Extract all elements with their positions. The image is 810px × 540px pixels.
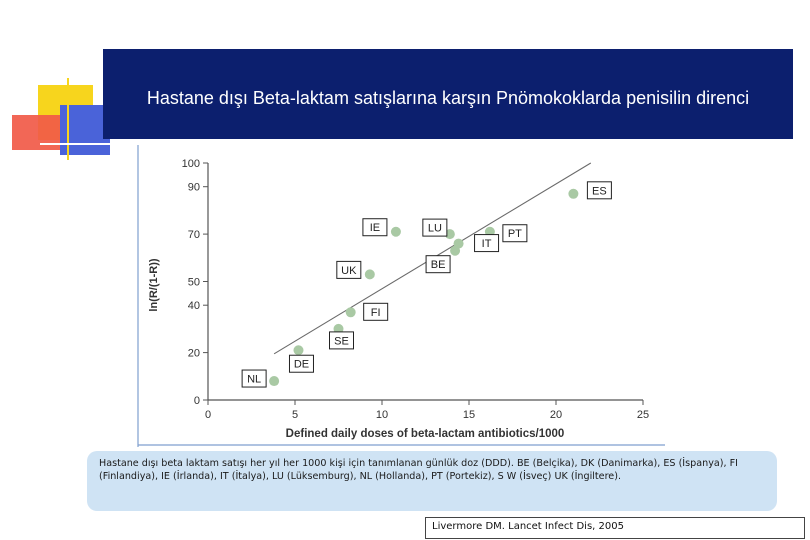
point-label-se: SE: [334, 335, 349, 347]
slide-title: Hastane dışı Beta-laktam satışlarına kar…: [146, 87, 750, 108]
x-tick-label: 20: [550, 409, 562, 421]
data-point-ie: [390, 226, 401, 237]
y-tick-label: 20: [188, 348, 200, 360]
data-point-de: [293, 345, 304, 356]
point-label-box: [363, 302, 389, 321]
y-ticks: 0 20 40 50 70 90 100: [182, 158, 208, 407]
point-label-box: [288, 354, 314, 373]
point-label-uk: UK: [341, 265, 357, 277]
point-label-box: [502, 224, 528, 243]
y-tick-label: 50: [188, 277, 200, 289]
point-label-ie: IE: [370, 222, 380, 234]
point-label-it: IT: [482, 238, 492, 250]
data-point-it: [453, 238, 464, 249]
point-label-box: [241, 369, 267, 388]
y-tick-label: 0: [194, 395, 200, 407]
x-tick-label: 5: [292, 409, 298, 421]
point-label-pt: PT: [508, 228, 522, 240]
chart-svg: 0 20 40 50 70 90 100 0 5 10 15 20 25 NL DE SE FI UK IE LU…: [137, 145, 665, 447]
point-label-box: [422, 218, 448, 237]
source-citation: Livermore DM. Lancet Infect Dis, 2005: [425, 517, 805, 539]
caption-text: Hastane dışı beta laktam satışı her yıl …: [99, 458, 738, 482]
scatter-chart: 0 20 40 50 70 90 100 0 5 10 15 20 25 NL DE SE FI UK IE LU…: [135, 145, 665, 447]
x-ticks: 0 5 10 15 20 25: [205, 400, 649, 421]
data-point-fi: [345, 307, 356, 318]
point-label-es: ES: [592, 185, 607, 197]
data-point-nl: [269, 376, 280, 387]
deco-horizontal-line: [40, 143, 115, 145]
point-label-box: [329, 331, 354, 350]
point-label-box: [425, 255, 451, 274]
deco-vertical-line: [67, 78, 69, 160]
point-label-de: DE: [294, 359, 309, 371]
x-axis-label: Defined daily doses of beta-lactam antib…: [286, 428, 565, 440]
point-labels: NL DE SE FI UK IE LU BE IT PT ES: [241, 181, 612, 388]
point-label-box: [336, 260, 362, 279]
caption-box: Hastane dışı beta laktam satışı her yıl …: [87, 451, 777, 511]
x-tick-label: 15: [463, 409, 475, 421]
point-label-lu: LU: [428, 223, 442, 235]
point-label-box: [586, 181, 612, 200]
y-tick-label: 100: [182, 158, 200, 170]
x-tick-label: 0: [205, 409, 211, 421]
point-label-fi: FI: [371, 307, 381, 319]
slide-title-bar: Hastane dışı Beta-laktam satışlarına kar…: [103, 49, 793, 139]
point-label-nl: NL: [247, 374, 261, 386]
y-axis-label: ln(R/(1-R)): [148, 258, 160, 311]
point-label-box: [362, 218, 388, 237]
y-tick-label: 70: [188, 229, 200, 241]
data-point-uk: [364, 269, 375, 280]
point-label-box: [474, 234, 500, 253]
point-label-be: BE: [431, 259, 446, 271]
y-tick-label: 40: [188, 300, 200, 312]
data-points: [269, 188, 579, 387]
x-tick-label: 25: [637, 409, 649, 421]
x-tick-label: 10: [376, 409, 388, 421]
data-point-es: [568, 188, 579, 199]
y-tick-label: 90: [188, 182, 200, 194]
source-text: Livermore DM. Lancet Infect Dis, 2005: [432, 521, 624, 532]
